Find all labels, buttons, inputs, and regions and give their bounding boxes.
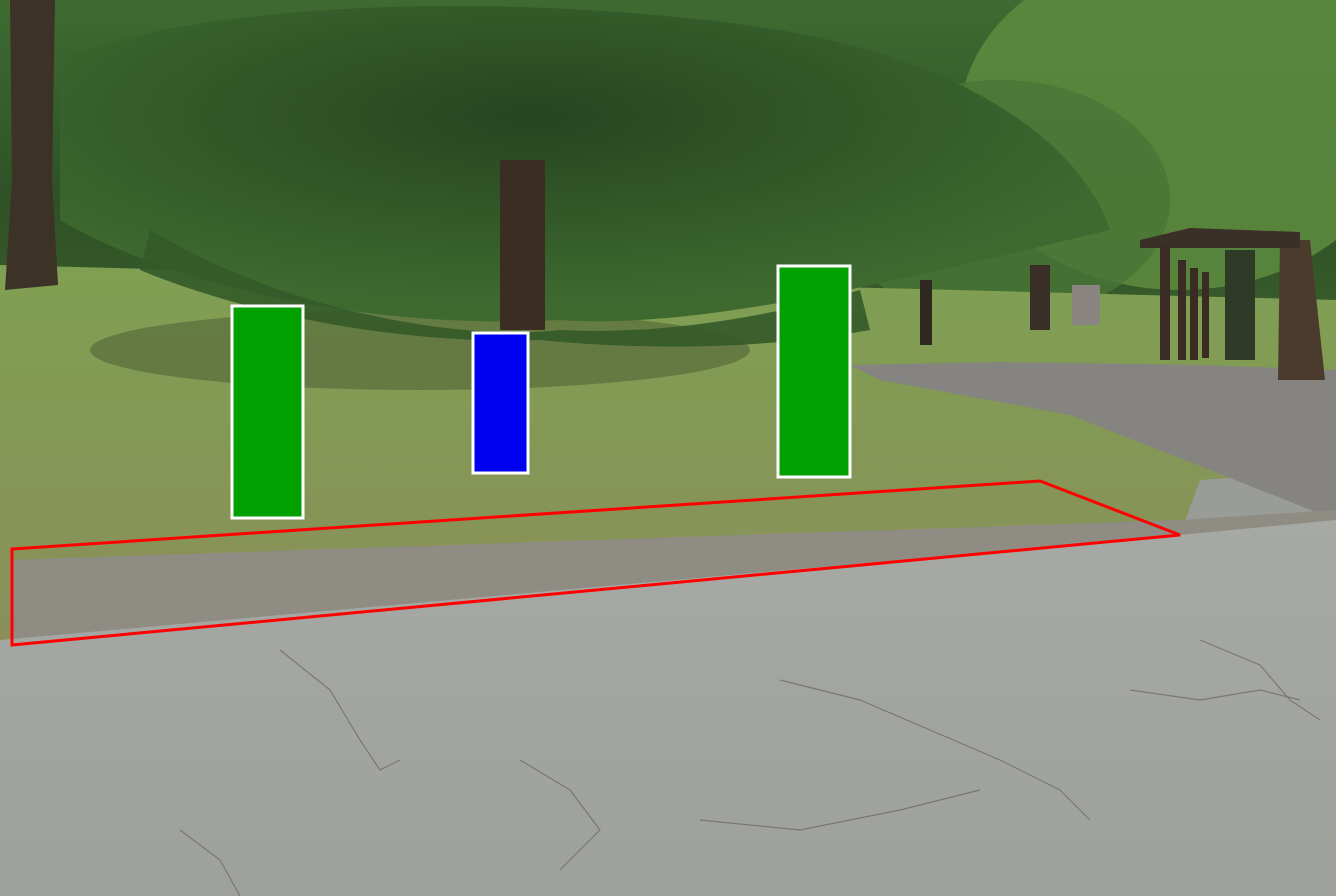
road-cracks (179, 639, 1321, 896)
left-tree-trunk (5, 0, 58, 290)
distant-house (1072, 285, 1100, 325)
conifer-tree (60, 5, 1110, 347)
pavilion (1140, 228, 1300, 360)
marker-green-left (230, 304, 305, 520)
right-trees (920, 240, 1325, 380)
zone-outline (10, 479, 1181, 647)
marker-green-right (776, 264, 852, 479)
marker-blue-center (471, 331, 530, 475)
tree-shadow (90, 310, 750, 390)
driveway-path (850, 362, 1336, 520)
